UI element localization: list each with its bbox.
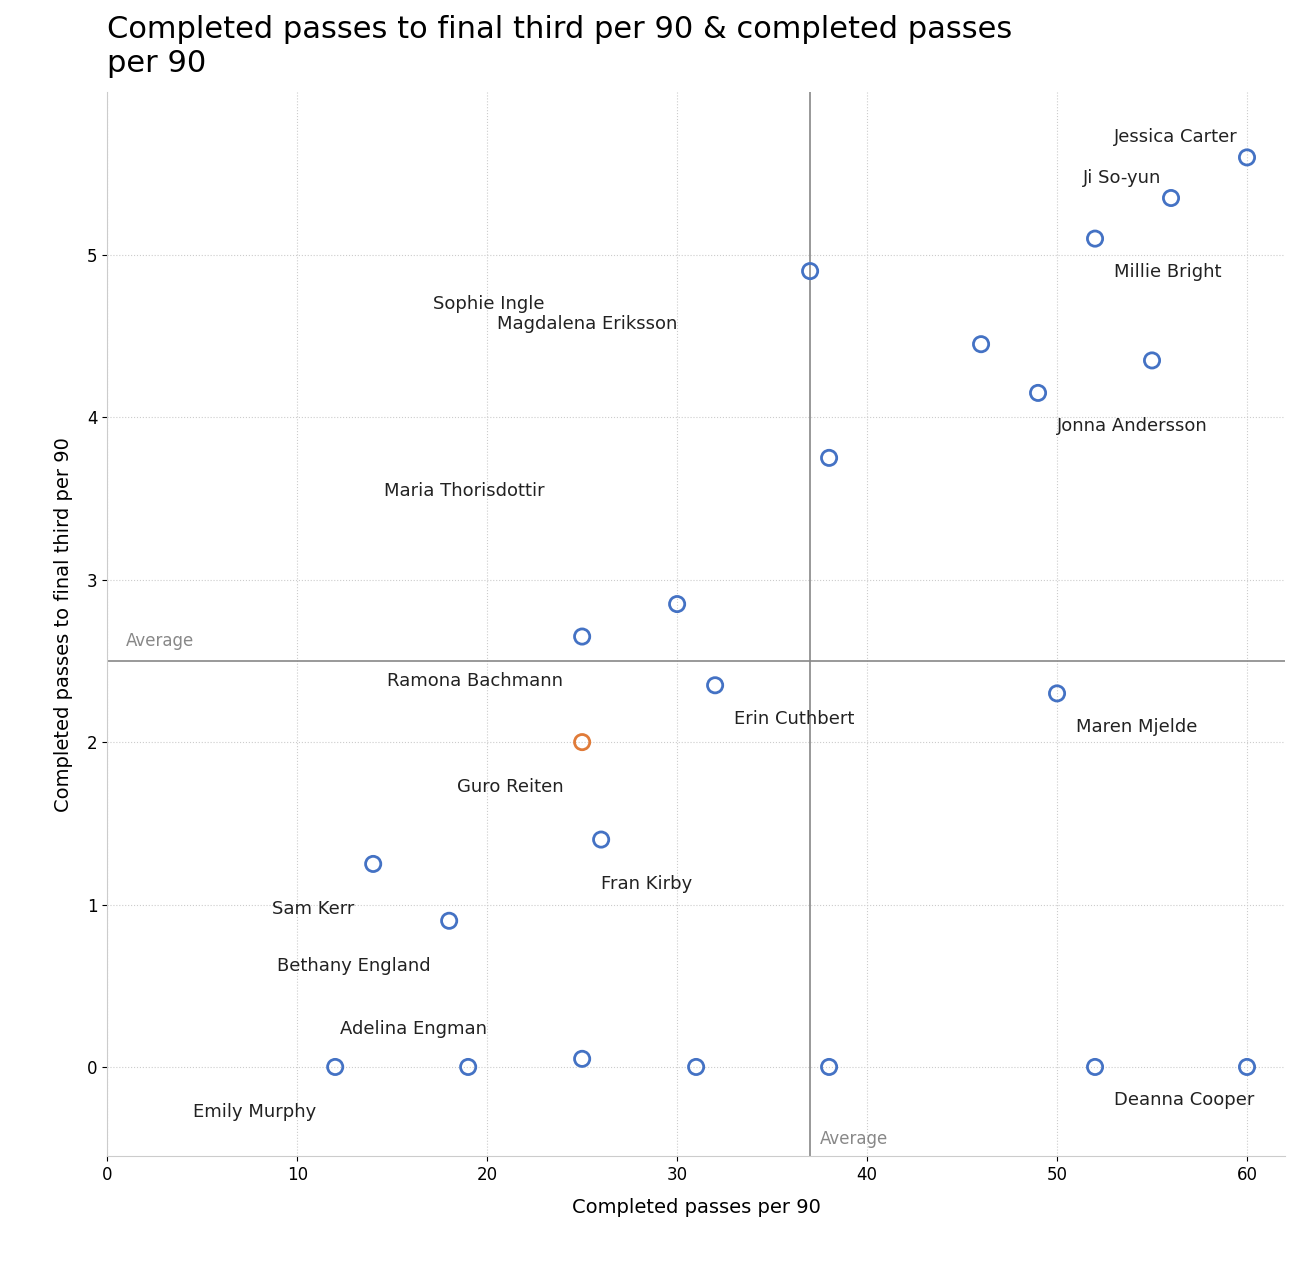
Point [1084,1057,1105,1077]
Text: Fran Kirby: Fran Kirby [601,875,693,893]
Text: Jonna Andersson: Jonna Andersson [1057,418,1208,436]
Text: Ji So-yun: Ji So-yun [1083,169,1161,187]
Text: Guro Reiten: Guro Reiten [456,777,563,796]
Point [325,1057,346,1077]
Point [1084,229,1105,249]
Point [1161,188,1182,208]
Point [1236,1057,1257,1077]
X-axis label: Completed passes per 90: Completed passes per 90 [572,1198,820,1217]
Text: Maren Mjelde: Maren Mjelde [1076,718,1197,735]
Text: Completed passes to final third per 90 & completed passes
per 90: Completed passes to final third per 90 &… [107,15,1013,77]
Text: Average: Average [126,631,195,649]
Text: Bethany England: Bethany England [277,956,430,974]
Point [819,448,840,469]
Text: Sophie Ingle: Sophie Ingle [433,296,545,314]
Point [1046,683,1067,704]
Point [572,1049,593,1069]
Text: Deanna Cooper: Deanna Cooper [1114,1091,1254,1109]
Point [590,829,611,850]
Point [458,1057,478,1077]
Text: Magdalena Eriksson: Magdalena Eriksson [497,315,677,333]
Point [1236,147,1257,168]
Y-axis label: Completed passes to final third per 90: Completed passes to final third per 90 [55,437,73,812]
Point [971,334,992,354]
Text: Sam Kerr: Sam Kerr [272,899,354,918]
Text: Maria Thorisdottir: Maria Thorisdottir [384,483,545,500]
Point [667,594,688,615]
Text: Millie Bright: Millie Bright [1114,263,1222,281]
Text: Erin Cuthbert: Erin Cuthbert [734,710,854,728]
Point [572,626,593,646]
Point [800,260,820,281]
Point [439,911,460,931]
Text: Ramona Bachmann: Ramona Bachmann [387,672,563,691]
Point [1027,382,1048,403]
Point [705,676,725,696]
Point [1141,351,1162,371]
Text: Adelina Engman: Adelina Engman [341,1020,488,1038]
Point [363,853,384,874]
Text: Average: Average [819,1130,888,1148]
Point [572,732,593,752]
Text: Jessica Carter: Jessica Carter [1114,128,1238,146]
Point [819,1057,840,1077]
Point [685,1057,706,1077]
Text: Emily Murphy: Emily Murphy [192,1102,316,1120]
